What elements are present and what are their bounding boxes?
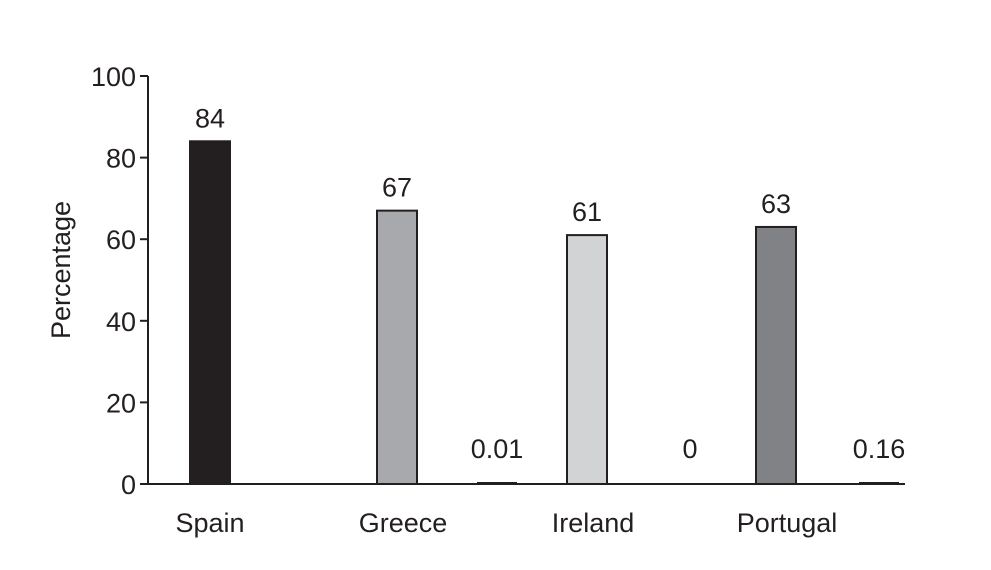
value-label: 61 bbox=[572, 197, 602, 227]
value-label: 67 bbox=[382, 173, 412, 203]
category-label-spain: Spain bbox=[175, 508, 244, 538]
y-tick-label: 60 bbox=[106, 225, 136, 255]
y-tick-label: 80 bbox=[106, 144, 136, 174]
y-tick-label: 100 bbox=[91, 62, 136, 92]
value-label: 84 bbox=[195, 103, 225, 133]
y-tick-label: 40 bbox=[106, 307, 136, 337]
category-labels: Spain Greece Ireland Portugal bbox=[175, 508, 837, 538]
y-axis-title: Percentage bbox=[46, 201, 76, 339]
y-tick-label: 20 bbox=[106, 388, 136, 418]
bar-ireland-3 bbox=[566, 234, 608, 485]
value-label: 0 bbox=[682, 434, 697, 464]
category-label-greece: Greece bbox=[359, 508, 448, 538]
bars bbox=[189, 140, 899, 486]
bar-portugal-5 bbox=[755, 225, 797, 486]
value-label: 0.16 bbox=[853, 434, 906, 464]
value-labels: 84 67 0.01 61 0 63 0.16 bbox=[195, 103, 905, 464]
category-label-ireland: Ireland bbox=[552, 508, 635, 538]
y-tick-label: 0 bbox=[121, 470, 136, 500]
y-axis: 0 20 40 60 80 100 bbox=[91, 62, 149, 500]
category-label-portugal: Portugal bbox=[737, 508, 838, 538]
bar-spain-0 bbox=[189, 140, 231, 485]
bar-greece-1 bbox=[376, 209, 418, 485]
value-label: 0.01 bbox=[471, 434, 524, 464]
value-label: 63 bbox=[761, 189, 791, 219]
